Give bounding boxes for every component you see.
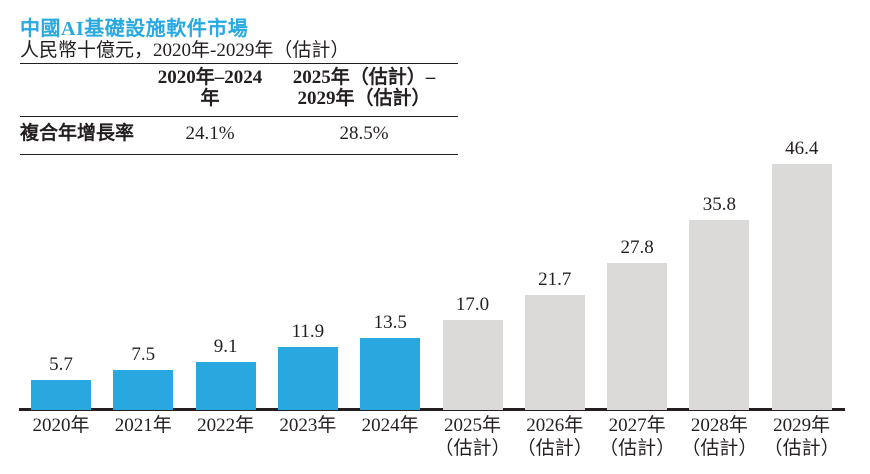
x-label-year: 2020年 xyxy=(32,415,90,436)
bar xyxy=(442,319,503,410)
x-axis-category-label: 2028年 （估計） xyxy=(673,415,765,460)
bar xyxy=(277,346,338,410)
x-axis-category-label: 2027年 （估計） xyxy=(591,415,683,460)
cagr-table: 2020年–2024年 2025年（估計）– 2029年（估計） 複合年增長率 … xyxy=(20,63,458,155)
cagr-header-period1: 2020年–2024年 xyxy=(157,67,263,109)
bar-value-label: 35.8 xyxy=(702,194,737,216)
x-axis-category-label: 2029年 （估計） xyxy=(756,415,848,460)
x-label-year: 2029年 xyxy=(773,415,831,436)
bar xyxy=(31,379,91,410)
bar-value-label: 5.7 xyxy=(49,353,73,375)
x-axis-line xyxy=(19,408,845,411)
cagr-table-header-row: 2020年–2024年 2025年（估計）– 2029年（估計） xyxy=(20,64,458,117)
x-axis-category-label: 2020年 xyxy=(15,415,107,438)
x-label-estimate-note: （估計） xyxy=(681,437,758,459)
x-axis-category-label: 2026年 （估計） xyxy=(509,415,601,460)
bar-value-label: 27.8 xyxy=(620,236,654,258)
bar-value-label: 21.7 xyxy=(538,269,572,290)
x-label-estimate-note: （估計） xyxy=(763,437,840,459)
x-axis-category-label: 2021年 xyxy=(97,415,189,438)
cagr-header-period2-line1: 2025年（估計）– xyxy=(292,67,436,88)
x-axis-category-label: 2025年 （估計） xyxy=(427,415,519,460)
cagr-value-period2: 28.5% xyxy=(339,122,389,144)
x-label-year: 2028年 xyxy=(690,415,748,436)
x-label-year: 2022年 xyxy=(197,415,255,436)
x-label-estimate-note: （估計） xyxy=(516,437,593,459)
bar-value-label: 11.9 xyxy=(291,320,325,342)
x-label-year: 2027年 xyxy=(608,415,666,436)
x-label-year: 2023年 xyxy=(279,415,337,436)
bar xyxy=(113,370,174,410)
bar xyxy=(689,220,750,410)
cagr-table-data-row: 複合年增長率 24.1% 28.5% xyxy=(20,117,458,154)
x-label-year: 2026年 xyxy=(526,415,584,436)
bar-value-label: 17.0 xyxy=(455,293,490,315)
x-label-year: 2024年 xyxy=(361,415,419,436)
bar xyxy=(195,361,256,410)
cagr-header-period2-line2: 2029年（估計） xyxy=(297,88,431,109)
bar-value-label: 7.5 xyxy=(131,344,156,366)
x-label-estimate-note: （估計） xyxy=(599,437,676,459)
page-title: 中國AI基礎設施軟件市場 xyxy=(20,18,249,40)
cagr-header-period2: 2025年（估計）– 2029年（估計） xyxy=(270,67,458,116)
bar-value-label: 9.1 xyxy=(213,335,238,357)
x-label-estimate-note: （估計） xyxy=(434,437,511,459)
bar xyxy=(360,338,421,410)
bar xyxy=(771,164,832,410)
bar xyxy=(524,295,585,410)
page-subtitle: 人民幣十億元，2020年-2029年（估計） xyxy=(20,40,350,61)
x-axis-category-label: 2023年 xyxy=(262,415,354,438)
bar xyxy=(607,262,668,410)
x-axis-category-label: 2022年 xyxy=(180,415,272,438)
x-label-year: 2021年 xyxy=(114,415,172,436)
bar-value-label: 13.5 xyxy=(373,312,407,334)
x-label-year: 2025年 xyxy=(443,415,501,436)
cagr-metric-label: 複合年增長率 xyxy=(20,122,135,144)
cagr-value-period1: 24.1% xyxy=(185,122,235,144)
bar-value-label: 46.4 xyxy=(785,138,819,160)
x-axis-category-label: 2024年 xyxy=(344,415,436,438)
